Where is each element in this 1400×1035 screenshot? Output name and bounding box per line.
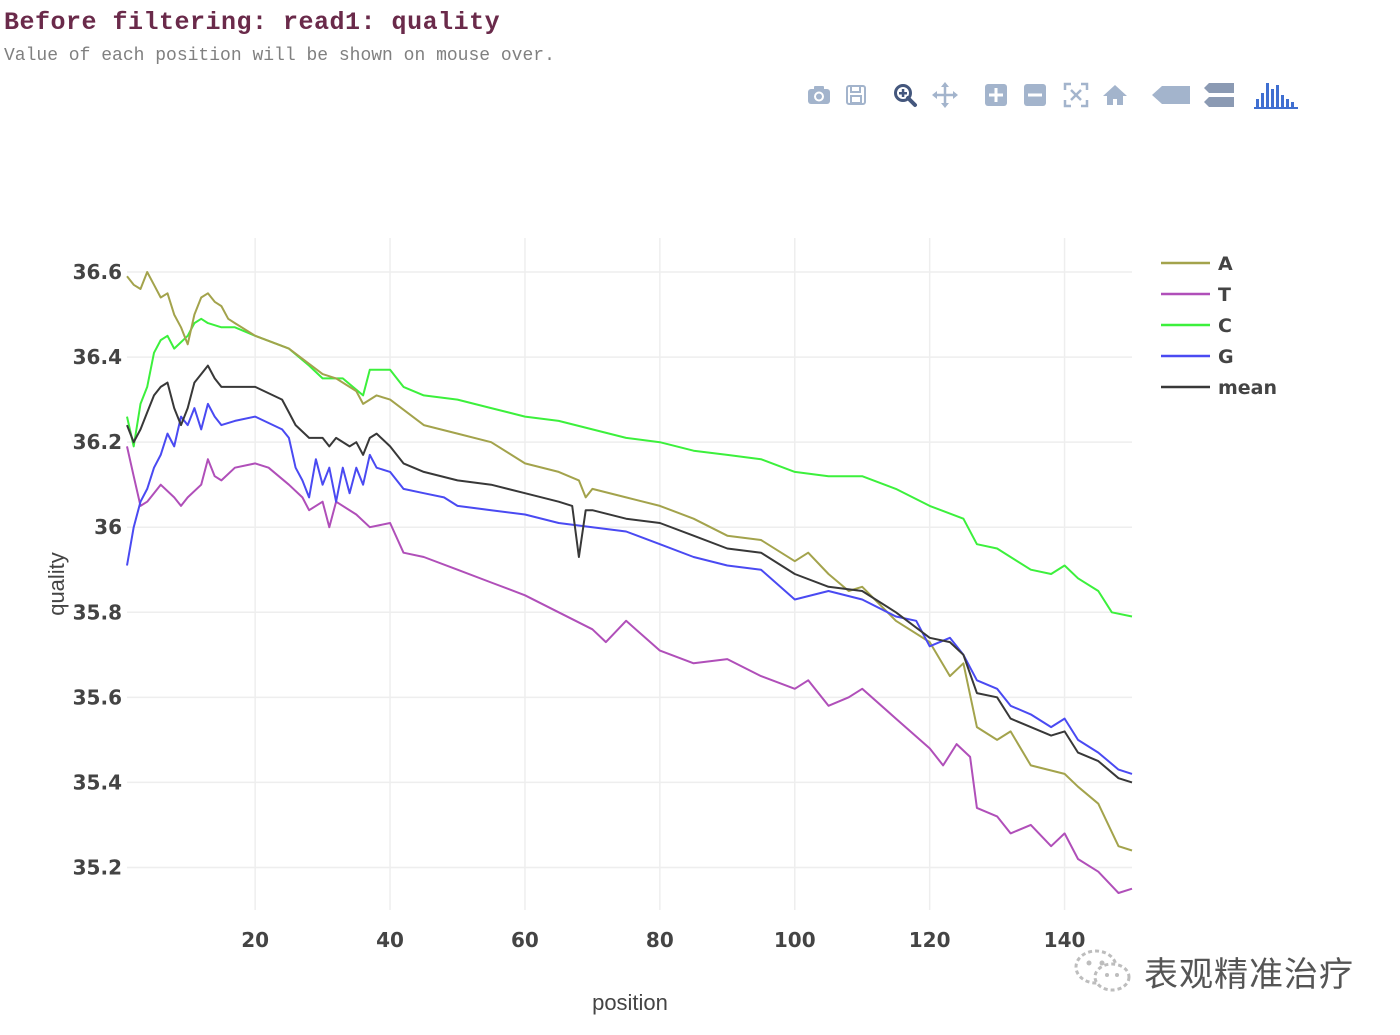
legend-label: G bbox=[1218, 346, 1234, 368]
chart-subtitle: Value of each position will be shown on … bbox=[4, 46, 555, 66]
x-tick-label: 100 bbox=[774, 928, 816, 952]
camera-icon[interactable] bbox=[805, 80, 833, 110]
x-tick-label: 20 bbox=[241, 928, 269, 952]
legend-item-t[interactable]: T bbox=[1161, 284, 1231, 306]
save-icon[interactable] bbox=[842, 80, 870, 110]
zoom-in-icon[interactable] bbox=[982, 80, 1010, 110]
chart-title: Before filtering: read1: quality bbox=[4, 8, 501, 37]
series-line-t[interactable] bbox=[126, 446, 1133, 894]
y-tick-label: 35.2 bbox=[73, 855, 122, 879]
series-line-g[interactable] bbox=[126, 402, 1133, 775]
autoscale-icon[interactable] bbox=[1062, 80, 1090, 110]
y-tick-label: 36.2 bbox=[73, 430, 122, 454]
legend-item-a[interactable]: A bbox=[1161, 253, 1233, 275]
x-axis-label: position bbox=[592, 990, 668, 1015]
modebar bbox=[0, 0, 1400, 130]
hover-compare-icon[interactable] bbox=[1204, 80, 1236, 110]
y-tick-label: 35.4 bbox=[73, 770, 122, 794]
plot-series bbox=[126, 271, 1133, 894]
y-tick-label: 35.8 bbox=[73, 600, 122, 624]
y-tick-label: 36.4 bbox=[73, 345, 122, 369]
zoom-out-icon[interactable] bbox=[1021, 80, 1049, 110]
legend-item-g[interactable]: G bbox=[1161, 346, 1234, 368]
series-line-mean[interactable] bbox=[126, 364, 1133, 784]
x-tick-label: 40 bbox=[376, 928, 404, 952]
pan-icon[interactable] bbox=[931, 80, 959, 110]
watermark: 表观精准治疗 bbox=[1072, 946, 1354, 996]
legend-label: mean bbox=[1218, 377, 1277, 399]
legend-label: C bbox=[1218, 315, 1232, 337]
axis-ticks: 20 40 60 80 100 120 140 35.2 35.4 35.6 35.8 36 36.2 3… bbox=[73, 260, 1086, 952]
x-tick-label: 60 bbox=[511, 928, 539, 952]
legend-item-mean[interactable]: mean bbox=[1161, 377, 1277, 399]
grid bbox=[127, 238, 1132, 910]
home-icon[interactable] bbox=[1101, 80, 1129, 110]
y-axis-label: quality bbox=[44, 552, 69, 616]
x-tick-label: 80 bbox=[646, 928, 674, 952]
y-tick-label: 36.6 bbox=[73, 260, 122, 284]
y-tick-label: 35.6 bbox=[73, 685, 122, 709]
series-line-a[interactable] bbox=[126, 271, 1133, 852]
zoom-icon[interactable] bbox=[891, 80, 919, 110]
plotly-logo-icon[interactable] bbox=[1254, 80, 1298, 110]
x-tick-label: 120 bbox=[909, 928, 951, 952]
legend-item-c[interactable]: C bbox=[1161, 315, 1232, 337]
hover-closest-icon[interactable] bbox=[1152, 80, 1192, 110]
wechat-icon bbox=[1074, 949, 1131, 992]
legend-label: T bbox=[1218, 284, 1231, 306]
series-line-c[interactable] bbox=[126, 317, 1133, 618]
y-tick-label: 36 bbox=[94, 515, 122, 539]
watermark-text: 表观精准治疗 bbox=[1144, 954, 1354, 995]
x-tick-label: 140 bbox=[1044, 928, 1086, 952]
legend-label: A bbox=[1218, 253, 1233, 275]
